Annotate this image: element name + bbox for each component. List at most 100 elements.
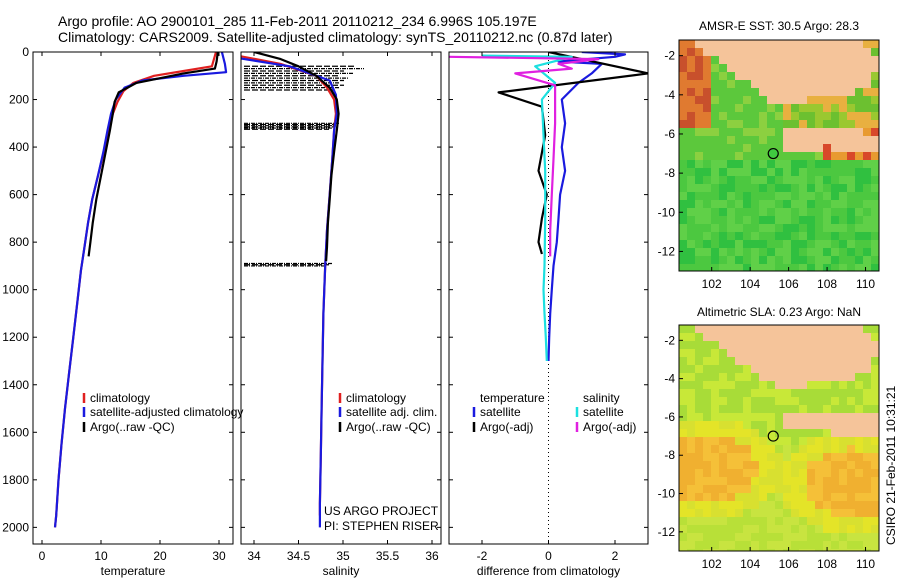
map-cell — [719, 112, 728, 121]
map-cell — [799, 365, 808, 374]
map-cell — [839, 349, 848, 358]
map-cell — [847, 365, 856, 374]
map-cell — [863, 128, 872, 137]
map-cell — [751, 80, 760, 89]
map-cell — [831, 325, 840, 334]
map-cell — [695, 96, 704, 105]
map-cell — [759, 413, 768, 422]
panel-frame — [240, 51, 442, 545]
map-cell — [831, 517, 840, 526]
map-cell — [855, 389, 864, 398]
map-1 — [679, 40, 879, 271]
map-cell — [823, 525, 832, 534]
map-cell — [711, 152, 720, 161]
map-cell — [839, 517, 848, 526]
map-cell — [743, 541, 752, 550]
map-cell — [815, 469, 824, 478]
map-cell — [791, 200, 800, 209]
map-cell — [695, 509, 704, 518]
map-cell — [775, 152, 784, 161]
map-cell — [815, 405, 824, 414]
map-cell — [791, 517, 800, 526]
map-cell — [703, 533, 712, 542]
map-cell — [695, 112, 704, 121]
map-cell — [831, 88, 840, 97]
map-cell — [799, 144, 808, 153]
map-cell — [831, 264, 840, 271]
map-cell — [775, 136, 784, 145]
map-cell — [863, 373, 872, 382]
map-cell — [807, 264, 816, 271]
map-cell — [759, 184, 768, 193]
map-cell — [695, 192, 704, 201]
map-cell — [783, 357, 792, 366]
legend-heading-temperature: temperature — [480, 391, 545, 405]
map-cell — [711, 461, 720, 470]
map-cell — [871, 533, 879, 542]
map-cell — [815, 48, 824, 57]
map-cell — [855, 152, 864, 161]
x-tick-label: 2 — [612, 549, 619, 563]
map-cell — [767, 445, 776, 454]
map-cell — [735, 525, 744, 534]
map-cell — [751, 549, 760, 551]
map-cell — [743, 421, 752, 430]
map-cell — [871, 437, 879, 446]
map-cell — [783, 365, 792, 374]
map-cell — [791, 389, 800, 398]
map-cell — [839, 413, 848, 422]
map-cell — [815, 517, 824, 526]
map-cell — [791, 88, 800, 97]
map-cell — [695, 104, 704, 113]
map-cell — [679, 112, 688, 121]
map-cell — [783, 525, 792, 534]
x-tick-label: 30 — [212, 549, 226, 563]
map-cell — [807, 365, 816, 374]
map-cell — [815, 128, 824, 137]
map-cell — [839, 333, 848, 342]
map-cell — [847, 264, 856, 271]
map-cell — [751, 501, 760, 510]
map-cell — [823, 493, 832, 502]
map-cell — [711, 144, 720, 153]
map-cell — [855, 176, 864, 185]
map-cell — [735, 429, 744, 438]
map-cell — [871, 72, 879, 81]
map-cell — [679, 533, 688, 542]
map-cell — [727, 445, 736, 454]
map-cell — [823, 128, 832, 137]
map-cell — [815, 421, 824, 430]
map-cell — [719, 48, 728, 57]
map-cell — [743, 349, 752, 358]
map-x-tick-label: 110 — [856, 277, 875, 291]
map-cell — [679, 405, 688, 414]
map-cell — [799, 240, 808, 249]
map-cell — [831, 152, 840, 161]
map-cell — [775, 525, 784, 534]
map-cell — [751, 216, 760, 225]
map-cell — [751, 128, 760, 137]
map-cell — [687, 160, 696, 169]
map-cell — [719, 128, 728, 137]
map-cell — [791, 445, 800, 454]
map-cell — [847, 517, 856, 526]
map-cell — [823, 176, 832, 185]
map-cell — [807, 208, 816, 217]
map-cell — [687, 549, 696, 551]
map-cell — [799, 64, 808, 73]
map-cell — [687, 224, 696, 233]
map-cell — [703, 501, 712, 510]
map-cell — [695, 200, 704, 209]
map-cell — [863, 517, 872, 526]
map-cell — [727, 461, 736, 470]
map-cell — [855, 264, 864, 271]
map-cell — [807, 88, 816, 97]
map-cell — [679, 224, 688, 233]
map-title: Altimetric SLA: 0.23 Argo: NaN — [697, 305, 861, 319]
map-cell — [759, 112, 768, 121]
map-cell — [759, 333, 768, 342]
x-tick-label: 35 — [336, 549, 350, 563]
map-cell — [775, 477, 784, 486]
map-cell — [815, 429, 824, 438]
map-cell — [831, 192, 840, 201]
